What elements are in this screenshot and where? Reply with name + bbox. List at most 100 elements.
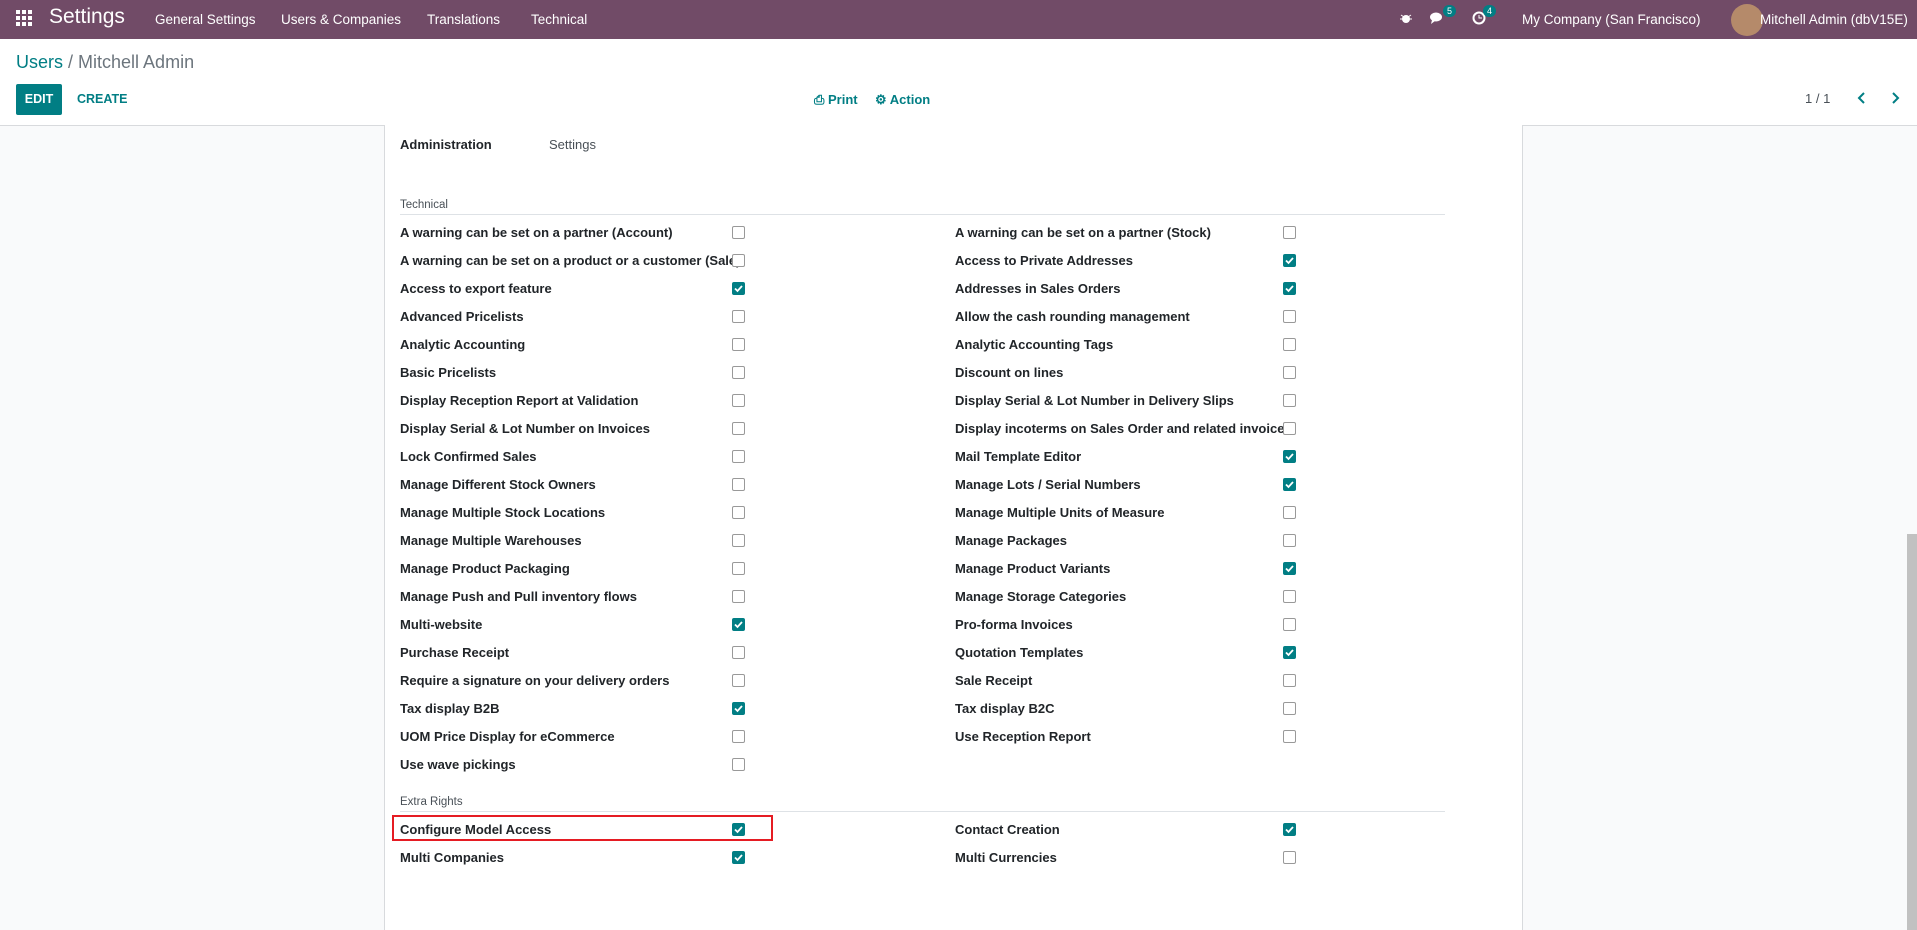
checkbox[interactable] — [1283, 422, 1296, 435]
checkbox[interactable] — [732, 338, 745, 351]
create-button[interactable]: CREATE — [77, 92, 128, 106]
navbar — [0, 0, 1917, 39]
checkbox[interactable] — [732, 590, 745, 603]
menu-item[interactable]: General Settings — [155, 12, 256, 27]
field-label: A warning can be set on a product or a c… — [400, 253, 741, 268]
checkmark — [1285, 257, 1294, 265]
field-label: Analytic Accounting — [400, 337, 526, 352]
field-label: Pro-forma Invoices — [955, 617, 1073, 632]
checkmark — [734, 826, 743, 834]
avatar[interactable] — [1731, 4, 1763, 36]
breadcrumb: Users / Mitchell Admin — [16, 52, 195, 72]
field-label: Use wave pickings — [400, 757, 516, 772]
checkbox[interactable] — [1283, 478, 1296, 491]
field-label: UOM Price Display for eCommerce — [400, 729, 615, 744]
checkbox[interactable] — [732, 702, 745, 715]
menu-item[interactable]: Users & Companies — [281, 12, 402, 27]
print-button[interactable]: ⎙ Print — [814, 92, 858, 107]
checkbox[interactable] — [732, 674, 745, 687]
action-button[interactable]: ⚙ Action — [875, 92, 931, 107]
checkbox[interactable] — [732, 254, 745, 267]
checkbox[interactable] — [732, 618, 745, 631]
checkbox[interactable] — [732, 478, 745, 491]
menu-item[interactable]: Translations — [427, 12, 501, 27]
checkbox[interactable] — [732, 851, 745, 864]
control-panel — [0, 39, 1917, 126]
user-menu[interactable]: Mitchell Admin (dbV15E) — [1760, 12, 1908, 27]
checkbox[interactable] — [1283, 310, 1296, 323]
checkbox[interactable] — [732, 450, 745, 463]
checkbox[interactable] — [1283, 823, 1296, 836]
field-label: Access to export feature — [400, 281, 552, 296]
checkbox[interactable] — [732, 506, 745, 519]
checkbox[interactable] — [1283, 702, 1296, 715]
checkbox[interactable] — [732, 366, 745, 379]
checkbox[interactable] — [1283, 506, 1296, 519]
checkbox[interactable] — [1283, 450, 1296, 463]
tab[interactable]: Settings — [549, 137, 596, 152]
field-label: Contact Creation — [955, 822, 1060, 837]
checkbox[interactable] — [1283, 730, 1296, 743]
section-line — [400, 214, 1445, 215]
checkbox[interactable] — [732, 394, 745, 407]
checkmark — [1285, 481, 1294, 489]
menu-item[interactable]: Technical — [531, 12, 588, 27]
checkmark — [1285, 453, 1294, 461]
checkbox[interactable] — [732, 534, 745, 547]
messages-icon[interactable] — [1429, 11, 1445, 25]
checkbox[interactable] — [1283, 226, 1296, 239]
checkbox[interactable] — [732, 310, 745, 323]
field-label: Require a signature on your delivery ord… — [400, 673, 670, 688]
field-label: Multi Currencies — [955, 850, 1057, 865]
checkmark — [1285, 826, 1294, 834]
field-label: Purchase Receipt — [400, 645, 510, 660]
checkbox[interactable] — [1283, 674, 1296, 687]
checkbox[interactable] — [1283, 254, 1296, 267]
checkbox[interactable] — [1283, 590, 1296, 603]
field-label: Sale Receipt — [955, 673, 1033, 688]
edit-button[interactable]: EDIT — [16, 84, 62, 115]
field-label: Display Serial & Lot Number on Invoices — [400, 421, 650, 436]
field-label: Display incoterms on Sales Order and rel… — [955, 421, 1292, 436]
company-switcher[interactable]: My Company (San Francisco) — [1522, 12, 1701, 27]
checkbox[interactable] — [732, 226, 745, 239]
checkbox[interactable] — [732, 282, 745, 295]
checkbox[interactable] — [732, 823, 745, 836]
tab[interactable]: Administration — [400, 137, 492, 152]
section-title: Technical — [400, 199, 448, 211]
field-label: Multi-website — [400, 617, 483, 632]
checkbox[interactable] — [732, 422, 745, 435]
checkbox[interactable] — [1283, 646, 1296, 659]
breadcrumb-parent[interactable]: Users — [16, 52, 64, 72]
checkbox[interactable] — [732, 730, 745, 743]
checkbox[interactable] — [732, 758, 745, 771]
field-label: Multi Companies — [400, 850, 505, 865]
field-label: Manage Product Variants — [955, 561, 1111, 576]
checkbox[interactable] — [732, 562, 745, 575]
pager-arrows[interactable] — [1855, 91, 1905, 105]
messages-badge: 5 — [1443, 5, 1457, 17]
field-label: Addresses in Sales Orders — [955, 281, 1121, 296]
checkbox[interactable] — [1283, 338, 1296, 351]
checkmark — [1285, 285, 1294, 293]
apps-icon[interactable] — [15, 9, 33, 27]
checkbox[interactable] — [1283, 394, 1296, 407]
checkbox[interactable] — [1283, 562, 1296, 575]
checkbox[interactable] — [1283, 282, 1296, 295]
checkbox[interactable] — [1283, 851, 1296, 864]
field-label: Analytic Accounting Tags — [955, 337, 1114, 352]
checkbox[interactable] — [1283, 618, 1296, 631]
field-label: Display Serial & Lot Number in Delivery … — [955, 393, 1234, 408]
activity-icon[interactable] — [1472, 11, 1486, 25]
debug-icon[interactable] — [1399, 11, 1413, 25]
checkbox[interactable] — [732, 646, 745, 659]
app-name[interactable]: Settings — [49, 5, 125, 28]
section-line — [400, 811, 1445, 812]
checkbox[interactable] — [1283, 366, 1296, 379]
field-label: Manage Product Packaging — [400, 561, 570, 576]
field-label: Discount on lines — [955, 365, 1064, 380]
field-label: Advanced Pricelists — [400, 309, 524, 324]
field-label: Manage Different Stock Owners — [400, 477, 596, 492]
checkbox[interactable] — [1283, 534, 1296, 547]
